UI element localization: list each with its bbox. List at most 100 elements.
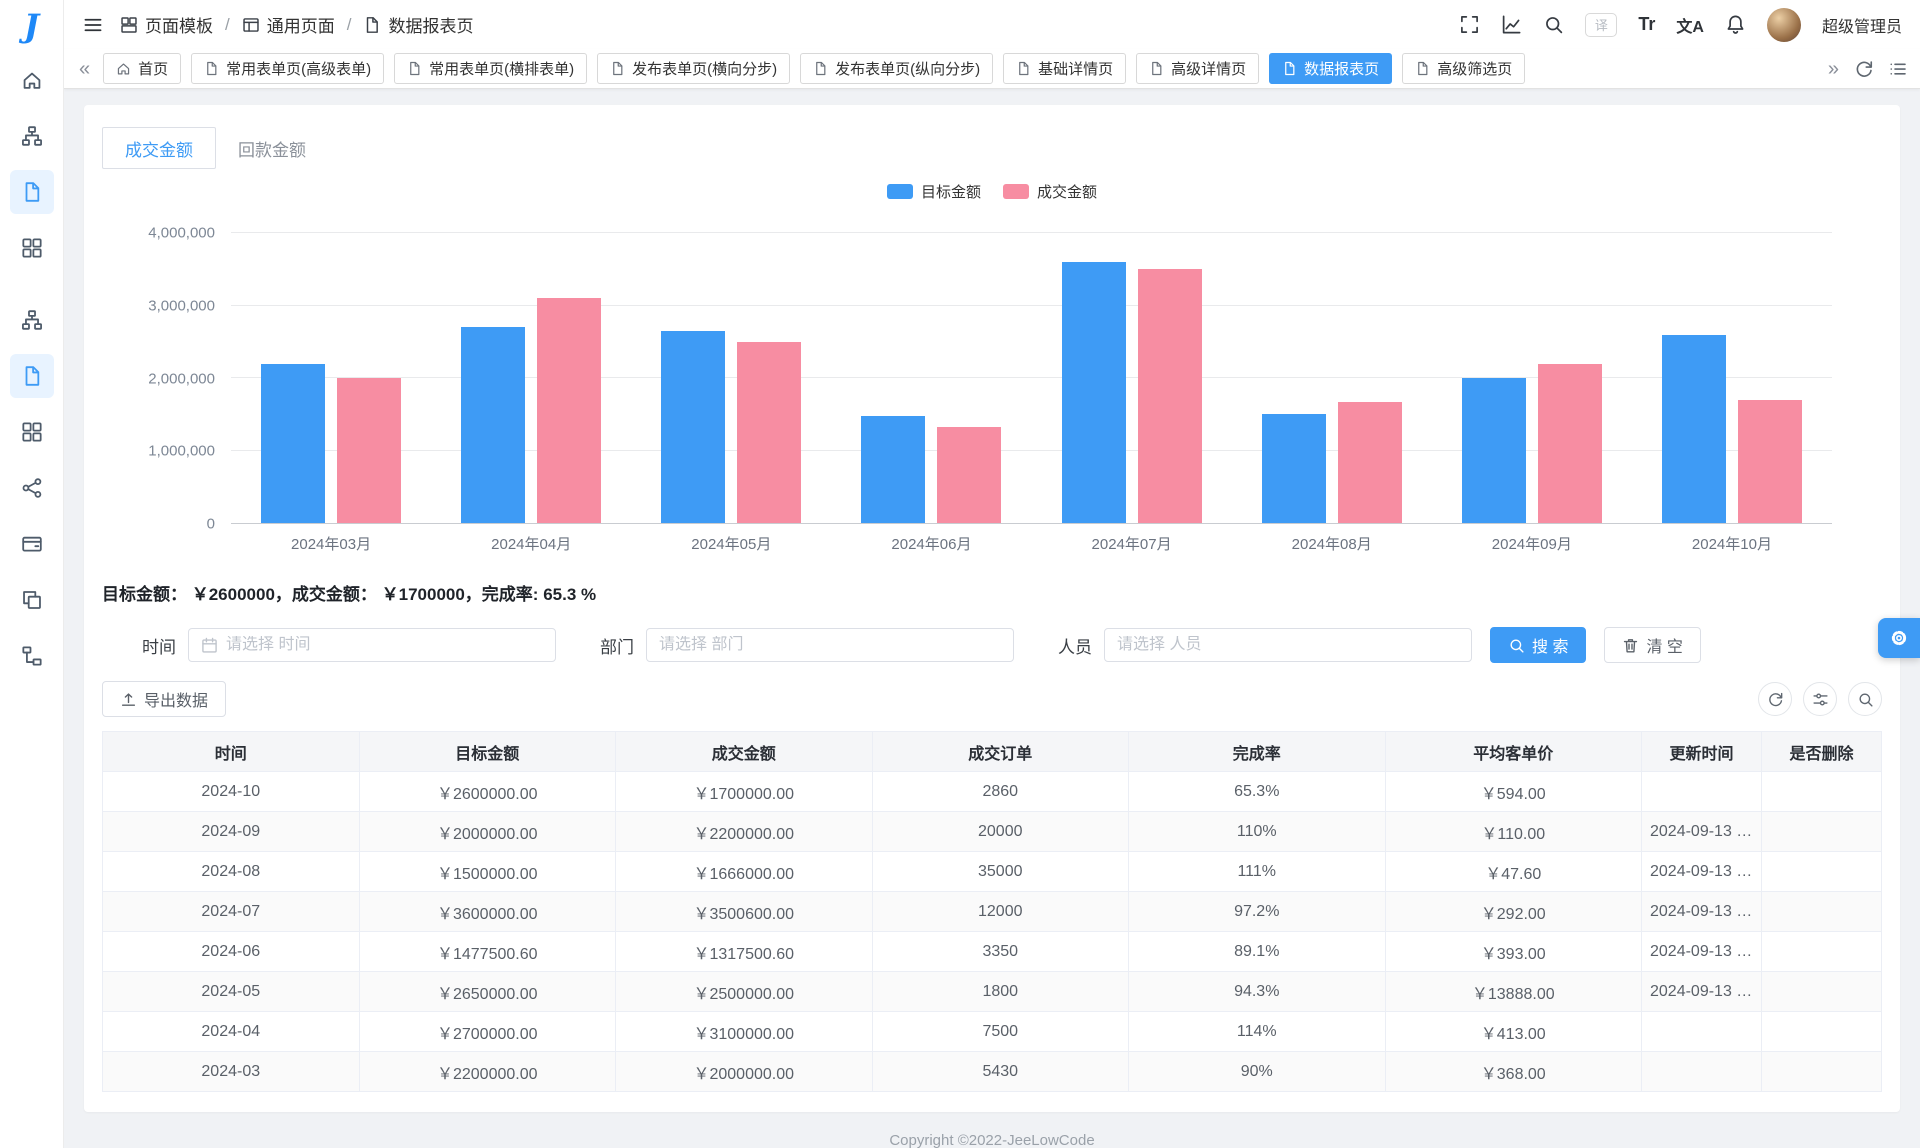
table-row[interactable]: 2024-08 ￥1500000.00 ￥1666000.00 35000 111% ￥4… <box>102 851 1882 892</box>
analytics-icon[interactable] <box>1501 14 1522 35</box>
table-refresh-button[interactable] <box>1758 682 1792 716</box>
page-tab[interactable]: 高级详情页 <box>1136 53 1260 84</box>
y-tick-label: 1,000,000 <box>148 442 215 460</box>
y-tick-label: 0 <box>206 515 215 533</box>
translate-text-icon[interactable]: Tr <box>1638 14 1656 34</box>
legend-item[interactable]: 成交金额 <box>1003 181 1097 202</box>
x-tick-label: 2024年05月 <box>691 536 772 553</box>
page-tab[interactable]: 常用表单页(横排表单) <box>394 53 588 84</box>
filter-bar: 时间 部门 人员 搜 索 清 空 <box>102 627 1882 663</box>
theme-settings-button[interactable] <box>1878 618 1920 658</box>
table-cell: ￥2600000.00 <box>358 771 616 812</box>
sidebar-item-file[interactable] <box>9 170 54 214</box>
table-toolbar: 导出数据 <box>102 681 1882 717</box>
sidebar-item-sitemap[interactable] <box>10 298 54 342</box>
notification-bell-icon[interactable] <box>1725 14 1746 35</box>
calendar-icon <box>201 637 218 654</box>
file-icon <box>813 61 828 76</box>
avatar[interactable] <box>1766 7 1801 42</box>
logo[interactable]: J <box>23 7 40 45</box>
department-select[interactable] <box>646 628 1014 662</box>
export-button[interactable]: 导出数据 <box>102 681 227 717</box>
bar <box>861 415 926 523</box>
upload-icon <box>120 691 137 708</box>
bar-group <box>1032 233 1232 523</box>
page-tab[interactable]: 基础详情页 <box>1003 53 1127 84</box>
table-row[interactable]: 2024-10 ￥2600000.00 ￥1700000.00 2860 65.3% ￥5… <box>102 771 1882 812</box>
table-row[interactable]: 2024-03 ￥2200000.00 ￥2000000.00 5430 90% ￥368… <box>102 1051 1882 1092</box>
main-area: 页面模板 / 通用页面 / 数据报表页 译 Tr 文A 超级管理员 « 首页 常用表单页(… <box>64 0 1920 1148</box>
panel-tab[interactable]: 成交金额 <box>102 127 216 169</box>
gridline <box>231 304 1832 306</box>
table-cell: ￥110.00 <box>1384 811 1642 852</box>
bar-group <box>831 233 1031 523</box>
page-tab[interactable]: 常用表单页(高级表单) <box>191 53 385 84</box>
page-tab[interactable]: 首页 <box>103 53 182 84</box>
table-cell: ￥3600000.00 <box>358 891 616 932</box>
time-select[interactable] <box>188 628 556 662</box>
fullscreen-icon[interactable] <box>1459 14 1480 35</box>
table-cell <box>1641 1011 1762 1052</box>
clear-button[interactable]: 清 空 <box>1604 627 1701 663</box>
person-select[interactable] <box>1104 628 1472 662</box>
grid-icon <box>21 421 43 443</box>
sidebar-item-grid[interactable] <box>10 226 54 270</box>
page-tab[interactable]: 数据报表页 <box>1269 53 1393 84</box>
tab-actions-icon[interactable] <box>1888 59 1908 79</box>
sidebar-item-wallet[interactable] <box>10 522 54 566</box>
sidebar-item-home[interactable] <box>10 58 54 102</box>
column-settings-button[interactable] <box>1803 682 1837 716</box>
table-row[interactable]: 2024-05 ￥2650000.00 ￥2500000.00 1800 94.3% ￥1… <box>102 971 1882 1012</box>
scroll-tabs-left-icon[interactable]: « <box>79 57 91 80</box>
column-header: 平均客单价 <box>1384 731 1642 772</box>
home-icon <box>21 69 43 91</box>
scroll-tabs-right-icon[interactable]: » <box>1827 57 1839 80</box>
refresh-page-icon[interactable] <box>1854 59 1874 79</box>
global-search-icon[interactable] <box>1543 14 1564 35</box>
page-tab[interactable]: 发布表单页(横向分步) <box>597 53 791 84</box>
menu-toggle-icon[interactable] <box>82 14 104 36</box>
breadcrumb-item[interactable]: 数据报表页 <box>363 12 473 37</box>
table-cell <box>1761 771 1882 812</box>
sidebar-item-grid[interactable] <box>10 410 54 454</box>
page-tab[interactable]: 发布表单页(纵向分步) <box>800 53 994 84</box>
table-cell: ￥594.00 <box>1384 771 1642 812</box>
table-cell: 2024-07 <box>102 891 360 932</box>
sidebar-item-tree[interactable] <box>10 634 54 678</box>
table-row[interactable]: 2024-06 ￥1477500.60 ￥1317500.60 3350 89.1% ￥3… <box>102 931 1882 972</box>
person-input[interactable] <box>1117 636 1459 654</box>
sidebar: J <box>0 0 64 1148</box>
table-search-button[interactable] <box>1848 682 1882 716</box>
breadcrumb-item[interactable]: 通用页面 <box>242 12 335 37</box>
time-input[interactable] <box>226 636 543 654</box>
page-tab-label: 常用表单页(高级表单) <box>226 61 372 78</box>
language-switch-icon[interactable]: 文A <box>1676 18 1704 36</box>
table-cell: 2024-09-13 1... <box>1641 931 1762 972</box>
sidebar-item-copy[interactable] <box>10 578 54 622</box>
breadcrumb-item[interactable]: 页面模板 <box>120 12 213 37</box>
legend-item[interactable]: 目标金额 <box>886 181 981 202</box>
department-input[interactable] <box>659 636 1001 654</box>
page-tab[interactable]: 高级筛选页 <box>1402 53 1526 84</box>
sidebar-item-file[interactable] <box>9 354 54 398</box>
topbar: 页面模板 / 通用页面 / 数据报表页 译 Tr 文A 超级管理员 <box>64 0 1920 49</box>
table-cell: ￥2200000.00 <box>615 811 873 852</box>
filter-time: 时间 <box>142 628 556 662</box>
search-button[interactable]: 搜 索 <box>1490 627 1587 663</box>
table-row[interactable]: 2024-04 ￥2700000.00 ￥3100000.00 7500 114% ￥41… <box>102 1011 1882 1052</box>
sidebar-item-share[interactable] <box>10 466 54 510</box>
y-tick-label: 4,000,000 <box>148 224 215 242</box>
copy-icon <box>21 589 43 611</box>
table-cell <box>1761 851 1882 892</box>
grid-icon <box>21 237 43 259</box>
table-cell: ￥2200000.00 <box>358 1051 616 1092</box>
sidebar-item-sitemap[interactable] <box>10 114 54 158</box>
x-axis: 2024年03月 2024年04月 2024年05月 2024年06月 2024年07月… <box>231 524 1832 554</box>
page-tab-label: 首页 <box>138 61 169 78</box>
table-row[interactable]: 2024-09 ￥2000000.00 ￥2200000.00 20000 110% ￥1… <box>102 811 1882 852</box>
translate-badge[interactable]: 译 <box>1585 12 1618 37</box>
table-row[interactable]: 2024-07 ￥3600000.00 ￥3500600.00 12000 97.2% ￥… <box>102 891 1882 932</box>
panel-tab[interactable]: 回款金额 <box>238 140 306 160</box>
user-name[interactable]: 超级管理员 <box>1821 18 1902 36</box>
